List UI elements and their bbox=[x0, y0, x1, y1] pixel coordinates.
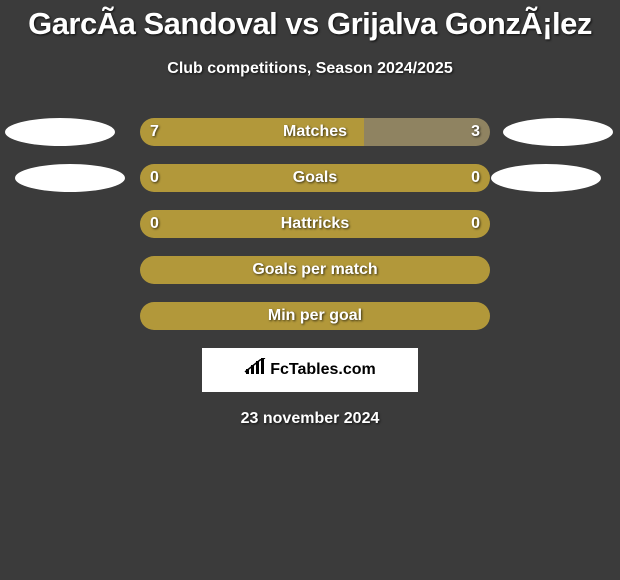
stat-bar-track bbox=[140, 302, 490, 330]
stat-bar-track bbox=[140, 210, 490, 238]
logo-text: FcTables.com bbox=[270, 361, 376, 379]
player-left-ellipse bbox=[5, 118, 115, 146]
stat-bar-right bbox=[315, 164, 490, 192]
stat-bar-left bbox=[140, 302, 315, 330]
logo-box: FcTables.com bbox=[202, 348, 418, 392]
stat-row: Hattricks00 bbox=[0, 210, 620, 238]
chart-bars-icon bbox=[244, 358, 266, 381]
stat-bar-right bbox=[364, 118, 490, 146]
stat-rows: Matches73 Goals00 Hattricks00 Goals per mat… bbox=[0, 118, 620, 330]
stat-bar-left bbox=[140, 256, 315, 284]
stat-bar-right bbox=[315, 210, 490, 238]
stat-row: Goals per match bbox=[0, 256, 620, 284]
stat-bar-right bbox=[315, 302, 490, 330]
stat-bar-left bbox=[140, 164, 315, 192]
stat-bar-right bbox=[315, 256, 490, 284]
stat-bar-track bbox=[140, 118, 490, 146]
stat-bar-track bbox=[140, 164, 490, 192]
date-label: 23 november 2024 bbox=[0, 410, 620, 428]
stat-bar-left bbox=[140, 210, 315, 238]
comparison-infographic: GarcÃ­a Sandoval vs Grijalva GonzÃ¡lez C… bbox=[0, 0, 620, 428]
player-right-ellipse bbox=[503, 118, 613, 146]
player-left-ellipse bbox=[15, 164, 125, 192]
stat-row: Matches73 bbox=[0, 118, 620, 146]
stat-bar-track bbox=[140, 256, 490, 284]
stat-row: Min per goal bbox=[0, 302, 620, 330]
page-subtitle: Club competitions, Season 2024/2025 bbox=[0, 60, 620, 78]
page-title: GarcÃ­a Sandoval vs Grijalva GonzÃ¡lez bbox=[0, 6, 620, 42]
stat-row: Goals00 bbox=[0, 164, 620, 192]
stat-bar-left bbox=[140, 118, 364, 146]
player-right-ellipse bbox=[491, 164, 601, 192]
